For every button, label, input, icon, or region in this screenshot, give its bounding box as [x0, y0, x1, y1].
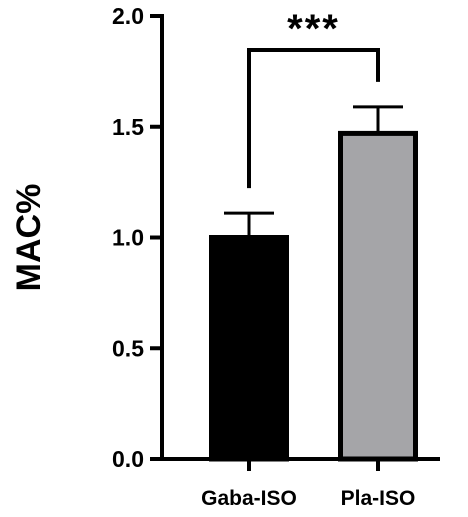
- x-tick-label: Pla-ISO: [341, 487, 416, 510]
- y-tick-label: 1.5: [112, 114, 144, 140]
- x-tick-label: Gaba-ISO: [201, 487, 297, 510]
- significance-label: ***: [287, 7, 340, 51]
- y-tick-label: 2.0: [112, 3, 144, 29]
- y-tick-label: 0.0: [112, 446, 144, 472]
- significance-annotation: ***: [247, 7, 380, 189]
- bar-pla-iso: [338, 130, 418, 462]
- axes: 0.0 0.5 1.0 1.5 2.0 Gaba-ISO Pla-ISO: [112, 3, 440, 510]
- y-axis-label: MAC%: [10, 184, 48, 292]
- bar-gaba-iso: [209, 235, 289, 462]
- y-tick-label: 0.5: [112, 335, 144, 361]
- bars: [209, 130, 418, 462]
- error-bars: [224, 105, 403, 238]
- y-tick-label: 1.0: [112, 225, 144, 251]
- significance-bracket: [247, 48, 380, 189]
